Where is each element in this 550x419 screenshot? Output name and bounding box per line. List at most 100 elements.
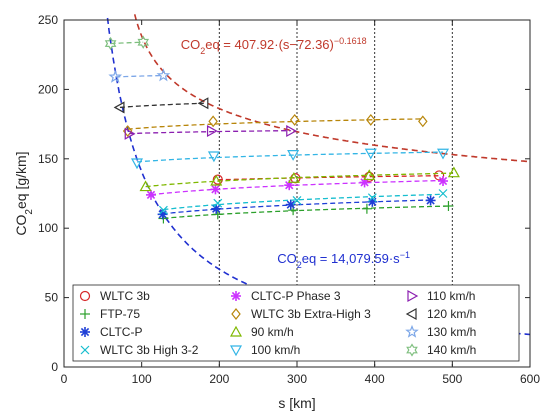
data-point	[156, 68, 171, 82]
series-trend-line	[127, 118, 423, 130]
series-wltc-3b-high-3-2	[158, 189, 448, 215]
legend-label: 120 km/h	[427, 307, 476, 321]
series-100-km-h	[130, 148, 450, 170]
legend-item: CLTC-P Phase 3	[231, 289, 341, 303]
data-point	[104, 36, 117, 51]
y-tick-label: 0	[51, 360, 58, 374]
series-trend-line	[115, 74, 164, 78]
legend-marker	[80, 327, 90, 337]
data-point	[124, 127, 136, 140]
legend-label: FTP-75	[100, 307, 140, 321]
data-point	[292, 196, 302, 205]
data-point	[289, 113, 300, 126]
data-point	[425, 195, 436, 206]
legend-label: WLTC 3b High 3-2	[100, 343, 199, 357]
annotations: CO2eq = 407.92·(s−72.36)−0.1618 CO2eq = 1…	[181, 36, 410, 270]
series-trend-line	[162, 199, 430, 215]
data-point	[287, 150, 300, 161]
power_fit-equation: CO2eq = 407.92·(s−72.36)−0.1618	[181, 36, 367, 56]
y-tick-label: 150	[38, 152, 58, 166]
axes: 0 100 200 300 400 500 600 0 50 100 150 200 250 s [km]…	[13, 13, 540, 411]
series-wltc-3b-extra-high-3	[122, 113, 428, 138]
series-trend-line	[129, 129, 291, 135]
legend-item: WLTC 3b High 3-2	[80, 343, 199, 357]
legend-item: WLTC 3b	[79, 289, 150, 303]
series-110-km-h	[124, 125, 298, 140]
data-point	[443, 200, 454, 211]
power_fit-curve	[133, 14, 531, 163]
data-point	[447, 166, 460, 178]
y-tick-label: 50	[45, 291, 59, 305]
data-point	[418, 115, 428, 128]
legend-marker	[229, 325, 243, 337]
legend-label: 100 km/h	[251, 343, 300, 357]
series-130-km-h	[108, 68, 171, 83]
data-point	[363, 169, 376, 181]
data-point	[366, 113, 376, 126]
legend-marker	[231, 291, 241, 301]
series-trend-line	[145, 172, 454, 188]
legend-label: WLTC 3b	[100, 289, 150, 303]
legend-label: 130 km/h	[427, 325, 476, 339]
legend-item: 90 km/h	[229, 325, 294, 339]
series-90-km-h	[139, 166, 460, 192]
data-point	[438, 176, 449, 187]
y-tick-label: 250	[38, 13, 58, 27]
x-tick-label: 300	[287, 372, 307, 386]
x-tick-label: 600	[520, 372, 540, 386]
legend-marker	[79, 290, 91, 302]
legend-label: WLTC 3b Extra-High 3	[251, 307, 371, 321]
data-point	[364, 171, 375, 182]
legend-label: CLTC-P	[100, 325, 142, 339]
data-point	[113, 101, 125, 114]
legend-marker	[406, 343, 418, 357]
legend-marker	[231, 308, 241, 320]
series-wltc-3b	[212, 170, 445, 185]
data-point	[206, 125, 218, 138]
data-point	[137, 35, 150, 49]
data-point	[207, 151, 220, 163]
x-tick-label: 500	[442, 372, 462, 386]
hyperbola_fit-equation: CO2eq = 14,079.59·s−1	[277, 250, 410, 270]
data-point	[208, 115, 218, 128]
series-ftp-75	[158, 200, 454, 224]
x-tick-label: 400	[365, 372, 385, 386]
y-tick-label: 100	[38, 221, 58, 235]
legend-marker	[405, 324, 419, 338]
data-point	[285, 199, 296, 210]
series-trend-line	[217, 175, 439, 181]
data-point	[364, 148, 377, 160]
data-point	[436, 148, 450, 160]
legend-marker	[80, 309, 90, 319]
legend-marker	[229, 345, 243, 357]
x-tick-label: 200	[209, 372, 229, 386]
data-point	[210, 174, 223, 186]
legend-label: CLTC-P Phase 3	[251, 289, 341, 303]
legend-marker	[80, 345, 90, 355]
legend: WLTC 3b FTP-75 CLTC-P WLTC 3b High 3-2 CLTC-…	[72, 284, 520, 362]
data-point	[108, 69, 123, 83]
series-140-km-h	[104, 35, 150, 51]
data-point	[361, 203, 372, 214]
series-trend-line	[119, 102, 204, 109]
legend-item: WLTC 3b Extra-High 3	[231, 307, 371, 321]
legend-item: 130 km/h	[405, 324, 476, 339]
data-point	[367, 193, 377, 203]
legend-item: 140 km/h	[406, 343, 476, 357]
data-point	[139, 180, 152, 192]
data-point	[130, 158, 144, 170]
data-point	[213, 198, 223, 208]
series-trend-line	[163, 205, 448, 219]
data-point	[145, 189, 156, 200]
data-point	[197, 97, 209, 110]
legend-marker	[405, 307, 417, 321]
x-tick-label: 0	[61, 372, 68, 386]
x-axis-label: s [km]	[278, 395, 315, 411]
legend-item: 100 km/h	[229, 343, 300, 357]
x-tick-label: 100	[132, 372, 152, 386]
data-point	[158, 205, 168, 215]
legend-item: 110 km/h	[407, 289, 475, 303]
series-trend-line	[110, 41, 144, 45]
data-point	[212, 174, 223, 185]
